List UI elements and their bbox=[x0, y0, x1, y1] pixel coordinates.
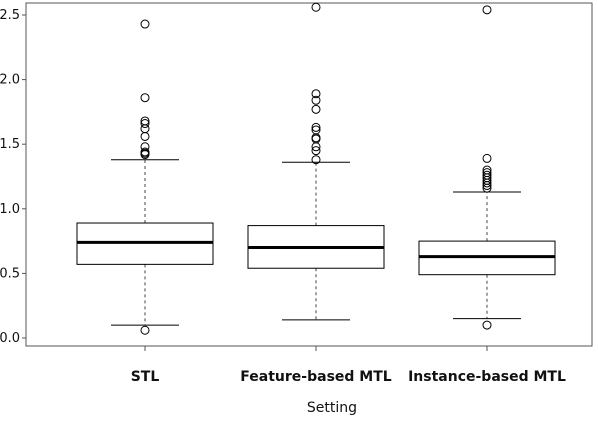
outlier-point bbox=[311, 89, 321, 99]
outlier-point bbox=[140, 119, 150, 129]
y-tick-label: 2.0 bbox=[0, 73, 20, 88]
outlier-point bbox=[140, 325, 150, 335]
outlier-point bbox=[482, 168, 492, 178]
outlier-point bbox=[311, 155, 321, 165]
outlier-point bbox=[482, 5, 492, 15]
x-axis-title: Setting bbox=[307, 400, 357, 416]
y-tick-label: 1.5 bbox=[0, 137, 20, 152]
outlier-point bbox=[140, 142, 150, 152]
y-tick-label: 2.5 bbox=[0, 8, 20, 23]
y-tick-label: 0.5 bbox=[0, 266, 20, 281]
outlier-point bbox=[140, 116, 150, 126]
x-tick-label: STL bbox=[131, 369, 160, 385]
outlier-point bbox=[311, 104, 321, 114]
outlier-point bbox=[482, 320, 492, 330]
outlier-point bbox=[140, 93, 150, 103]
outlier-point bbox=[140, 147, 150, 157]
outlier-point bbox=[140, 19, 150, 29]
outlier-point bbox=[482, 170, 492, 180]
outlier-point bbox=[311, 146, 321, 156]
y-tick-label: 0.0 bbox=[0, 331, 20, 346]
outlier-point bbox=[311, 2, 321, 12]
plot-frame bbox=[25, 2, 593, 347]
outlier-point bbox=[311, 122, 321, 132]
x-tick-label: Instance-based MTL bbox=[408, 369, 566, 385]
y-tick-label: 1.0 bbox=[0, 202, 20, 217]
box-group bbox=[76, 19, 214, 335]
box-group bbox=[247, 2, 385, 321]
outlier-point bbox=[311, 95, 321, 105]
box-group bbox=[418, 5, 556, 330]
outlier-point bbox=[311, 125, 321, 135]
outlier-point bbox=[482, 165, 492, 175]
outlier-point bbox=[482, 153, 492, 163]
x-tick-label: Feature-based MTL bbox=[240, 369, 391, 385]
outlier-point bbox=[140, 131, 150, 141]
